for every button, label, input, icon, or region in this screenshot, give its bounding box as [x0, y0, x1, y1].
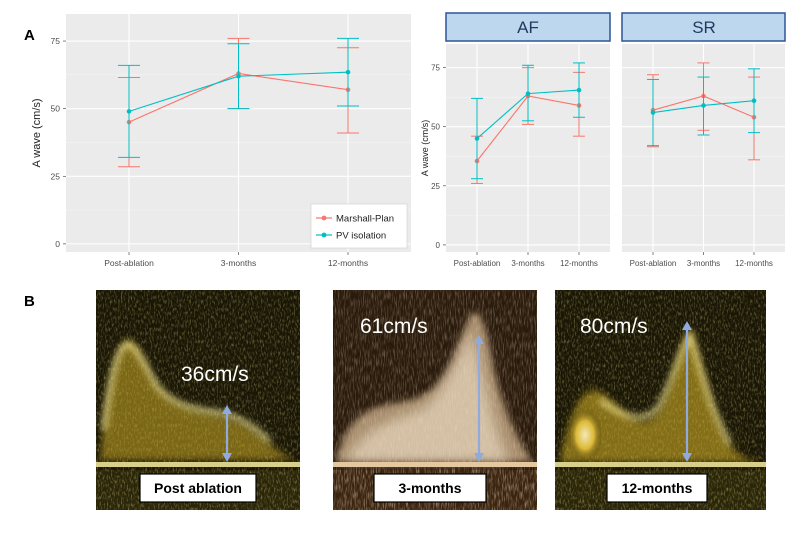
chartA-y-tick-label: 0 [55, 239, 60, 249]
chart-a-y-axis-title: A wave (cm/s) [31, 98, 43, 167]
doppler-image-3-months: 61cm/s 3-months [333, 290, 537, 510]
doppler-3-caption-box [606, 473, 708, 503]
doppler-1-waveform [100, 340, 296, 460]
doppler-2-caption: 3-months [399, 480, 462, 496]
doppler-3-caption: 12-months [622, 480, 693, 496]
chart-sr-axis: Post-ablation 3-months 12-months [630, 252, 773, 268]
chartAF-data-point [525, 91, 531, 96]
chartA-data-point [236, 73, 241, 79]
doppler-3-arrow-head-top [682, 321, 692, 330]
doppler-1-waveform-edge [101, 341, 272, 444]
doppler-3-waveform-edge [598, 328, 733, 447]
chart-a-main: 0 25 50 75 Post-ablation 3-months 12-months A … [31, 14, 411, 268]
facet-strip-sr-label: SR [692, 18, 716, 37]
chartA-y-tick-label: 75 [51, 36, 61, 46]
chartA-x-tick-label: 3-months [221, 258, 256, 268]
doppler-2-caption-box [373, 473, 487, 503]
doppler-1-arrow-head-bottom [222, 453, 232, 462]
chart-sr-facet: SR Post-ablation 3-months 12-months [621, 12, 786, 268]
chart-af-marks [471, 62, 585, 184]
doppler-1-caption-box [139, 473, 257, 503]
doppler-image-12-months: 80cm/s 12-months [555, 290, 766, 510]
chartA-data-point [345, 69, 351, 75]
chart-af-y-axis-title: A wave (cm/s) [420, 120, 430, 177]
facet-strip-af [445, 12, 611, 42]
chartA-y-tick-label: 50 [51, 104, 61, 114]
chart-af-facet: AF 0 25 50 75 Post-ablation 3-months 12-months… [420, 12, 611, 268]
chartAF-x-tick-label: Post-ablation [454, 259, 501, 268]
chartAF-data-point [474, 136, 480, 141]
chartAF-data-point [576, 87, 582, 93]
legend-dot-pv [321, 232, 327, 238]
doppler-1-caption: Post ablation [154, 480, 242, 496]
doppler-2-arrow-head-bottom [474, 453, 484, 462]
chart-af-axis: 0 25 50 75 Post-ablation 3-months 12-months [431, 64, 598, 268]
doppler-1-speed-label: 36cm/s [181, 363, 249, 386]
legend-label-marshall: Marshall-Plan [336, 214, 394, 225]
panel-label-b: B [24, 293, 35, 310]
doppler-3-baseline [555, 462, 766, 467]
chartA-x-tick-label: 12-months [328, 258, 368, 268]
legend-box [310, 203, 408, 249]
chartA-data-point [126, 109, 132, 114]
chartA-x-tick-label: Post-ablation [104, 258, 154, 268]
chart-a-marks [118, 37, 359, 168]
chartA-y-tick-label: 25 [51, 171, 61, 181]
chartAF-y-tick-label: 0 [436, 241, 441, 250]
chartSR-x-tick-label: Post-ablation [630, 259, 677, 268]
facet-strip-sr [621, 12, 786, 42]
chart-a-legend: Marshall-Plan PV isolation [310, 203, 408, 249]
chartAF-x-tick-label: 12-months [560, 259, 598, 268]
chartAF-y-tick-label: 50 [431, 123, 440, 132]
doppler-2-arrow-head-top [474, 335, 484, 344]
legend-dot-marshall [321, 215, 327, 221]
chartSR-x-tick-label: 3-months [687, 259, 720, 268]
doppler-1-baseline [96, 462, 300, 467]
chart-sr-marks [647, 62, 760, 161]
doppler-3-speed-label: 80cm/s [580, 315, 648, 338]
doppler-2-baseline [333, 462, 537, 467]
chartAF-y-tick-label: 25 [431, 182, 440, 191]
doppler-3-bright-spot [567, 407, 603, 463]
chartSR-data-point [701, 103, 706, 108]
doppler-1-arrow-head-top [222, 405, 232, 414]
legend-label-pv: PV isolation [336, 231, 386, 242]
doppler-3-waveform [560, 330, 760, 462]
chart-a-axis: 0 25 50 75 Post-ablation 3-months 12-months [51, 36, 369, 268]
chartSR-x-tick-label: 12-months [735, 259, 773, 268]
facet-strip-af-label: AF [517, 18, 539, 37]
chartSR-data-point [751, 98, 757, 104]
doppler-2-waveform-core [345, 330, 510, 462]
panel-label-a: A [24, 27, 35, 44]
doppler-image-post-ablation: 36cm/s Post ablation [96, 290, 300, 510]
chartAF-x-tick-label: 3-months [511, 259, 544, 268]
chartAF-y-tick-label: 75 [431, 64, 440, 73]
doppler-3-arrow-head-bottom [682, 453, 692, 462]
chartSR-data-point [650, 110, 656, 115]
doppler-2-speed-label: 61cm/s [360, 315, 428, 338]
